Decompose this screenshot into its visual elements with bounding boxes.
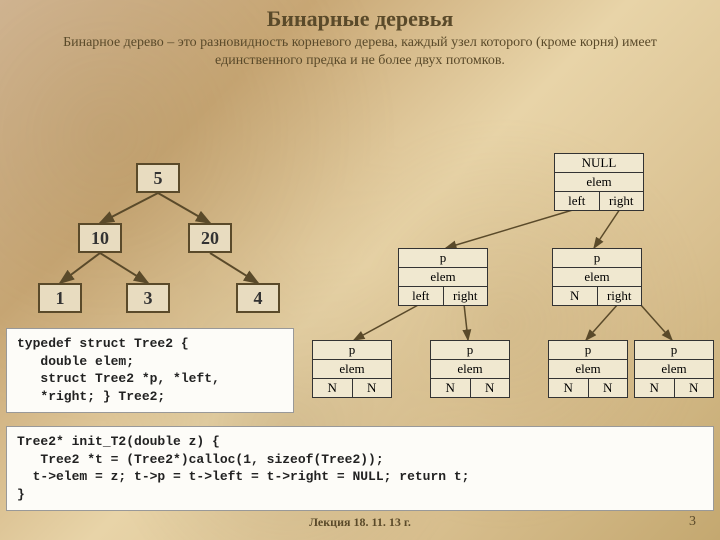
struct-box-leaf1: pelemNN: [312, 340, 392, 398]
struct-elem: elem: [553, 268, 641, 287]
struct-box-leaf4: pelemNN: [634, 340, 714, 398]
footer-page-number: 3: [689, 514, 696, 530]
struct-right: N: [589, 379, 628, 397]
tree-node-3: 3: [126, 283, 170, 313]
tree-node-10: 10: [78, 223, 122, 253]
struct-parent: p: [313, 341, 391, 360]
struct-parent: p: [635, 341, 713, 360]
struct-box-midL: pelemleftright: [398, 248, 488, 306]
tree-node-4: 4: [236, 283, 280, 313]
footer-lecture: Лекция 18. 11. 13 г.: [309, 515, 411, 530]
struct-elem: elem: [549, 360, 627, 379]
struct-parent: p: [553, 249, 641, 268]
struct-left: N: [431, 379, 471, 397]
struct-right: right: [444, 287, 488, 305]
tree-node-5: 5: [136, 163, 180, 193]
struct-right: right: [598, 287, 642, 305]
struct-right: right: [600, 192, 644, 210]
struct-box-leaf2: pelemNN: [430, 340, 510, 398]
struct-left: N: [549, 379, 589, 397]
struct-left: left: [555, 192, 600, 210]
tree-node-1: 1: [38, 283, 82, 313]
diagram-area: 51020134 NULLelemleftrightpelemleftright…: [0, 78, 720, 438]
struct-elem: elem: [399, 268, 487, 287]
struct-parent: p: [399, 249, 487, 268]
page-subtitle: Бинарное дерево – это разновидность корн…: [20, 34, 700, 70]
struct-box-midR: pelemNright: [552, 248, 642, 306]
struct-right: N: [675, 379, 714, 397]
struct-elem: elem: [635, 360, 713, 379]
struct-right: N: [353, 379, 392, 397]
struct-left: N: [553, 287, 598, 305]
struct-elem: elem: [313, 360, 391, 379]
struct-elem: elem: [555, 173, 643, 192]
struct-parent: p: [431, 341, 509, 360]
struct-parent: NULL: [555, 154, 643, 173]
code-typedef: typedef struct Tree2 { double elem; stru…: [6, 328, 294, 412]
struct-left: N: [313, 379, 353, 397]
struct-box-leaf3: pelemNN: [548, 340, 628, 398]
struct-left: N: [635, 379, 675, 397]
code-init: Tree2* init_T2(double z) { Tree2 *t = (T…: [6, 426, 714, 510]
struct-right: N: [471, 379, 510, 397]
struct-left: left: [399, 287, 444, 305]
page-title: Бинарные деревья: [0, 0, 720, 32]
struct-box-root: NULLelemleftright: [554, 153, 644, 211]
struct-elem: elem: [431, 360, 509, 379]
struct-parent: p: [549, 341, 627, 360]
tree-node-20: 20: [188, 223, 232, 253]
